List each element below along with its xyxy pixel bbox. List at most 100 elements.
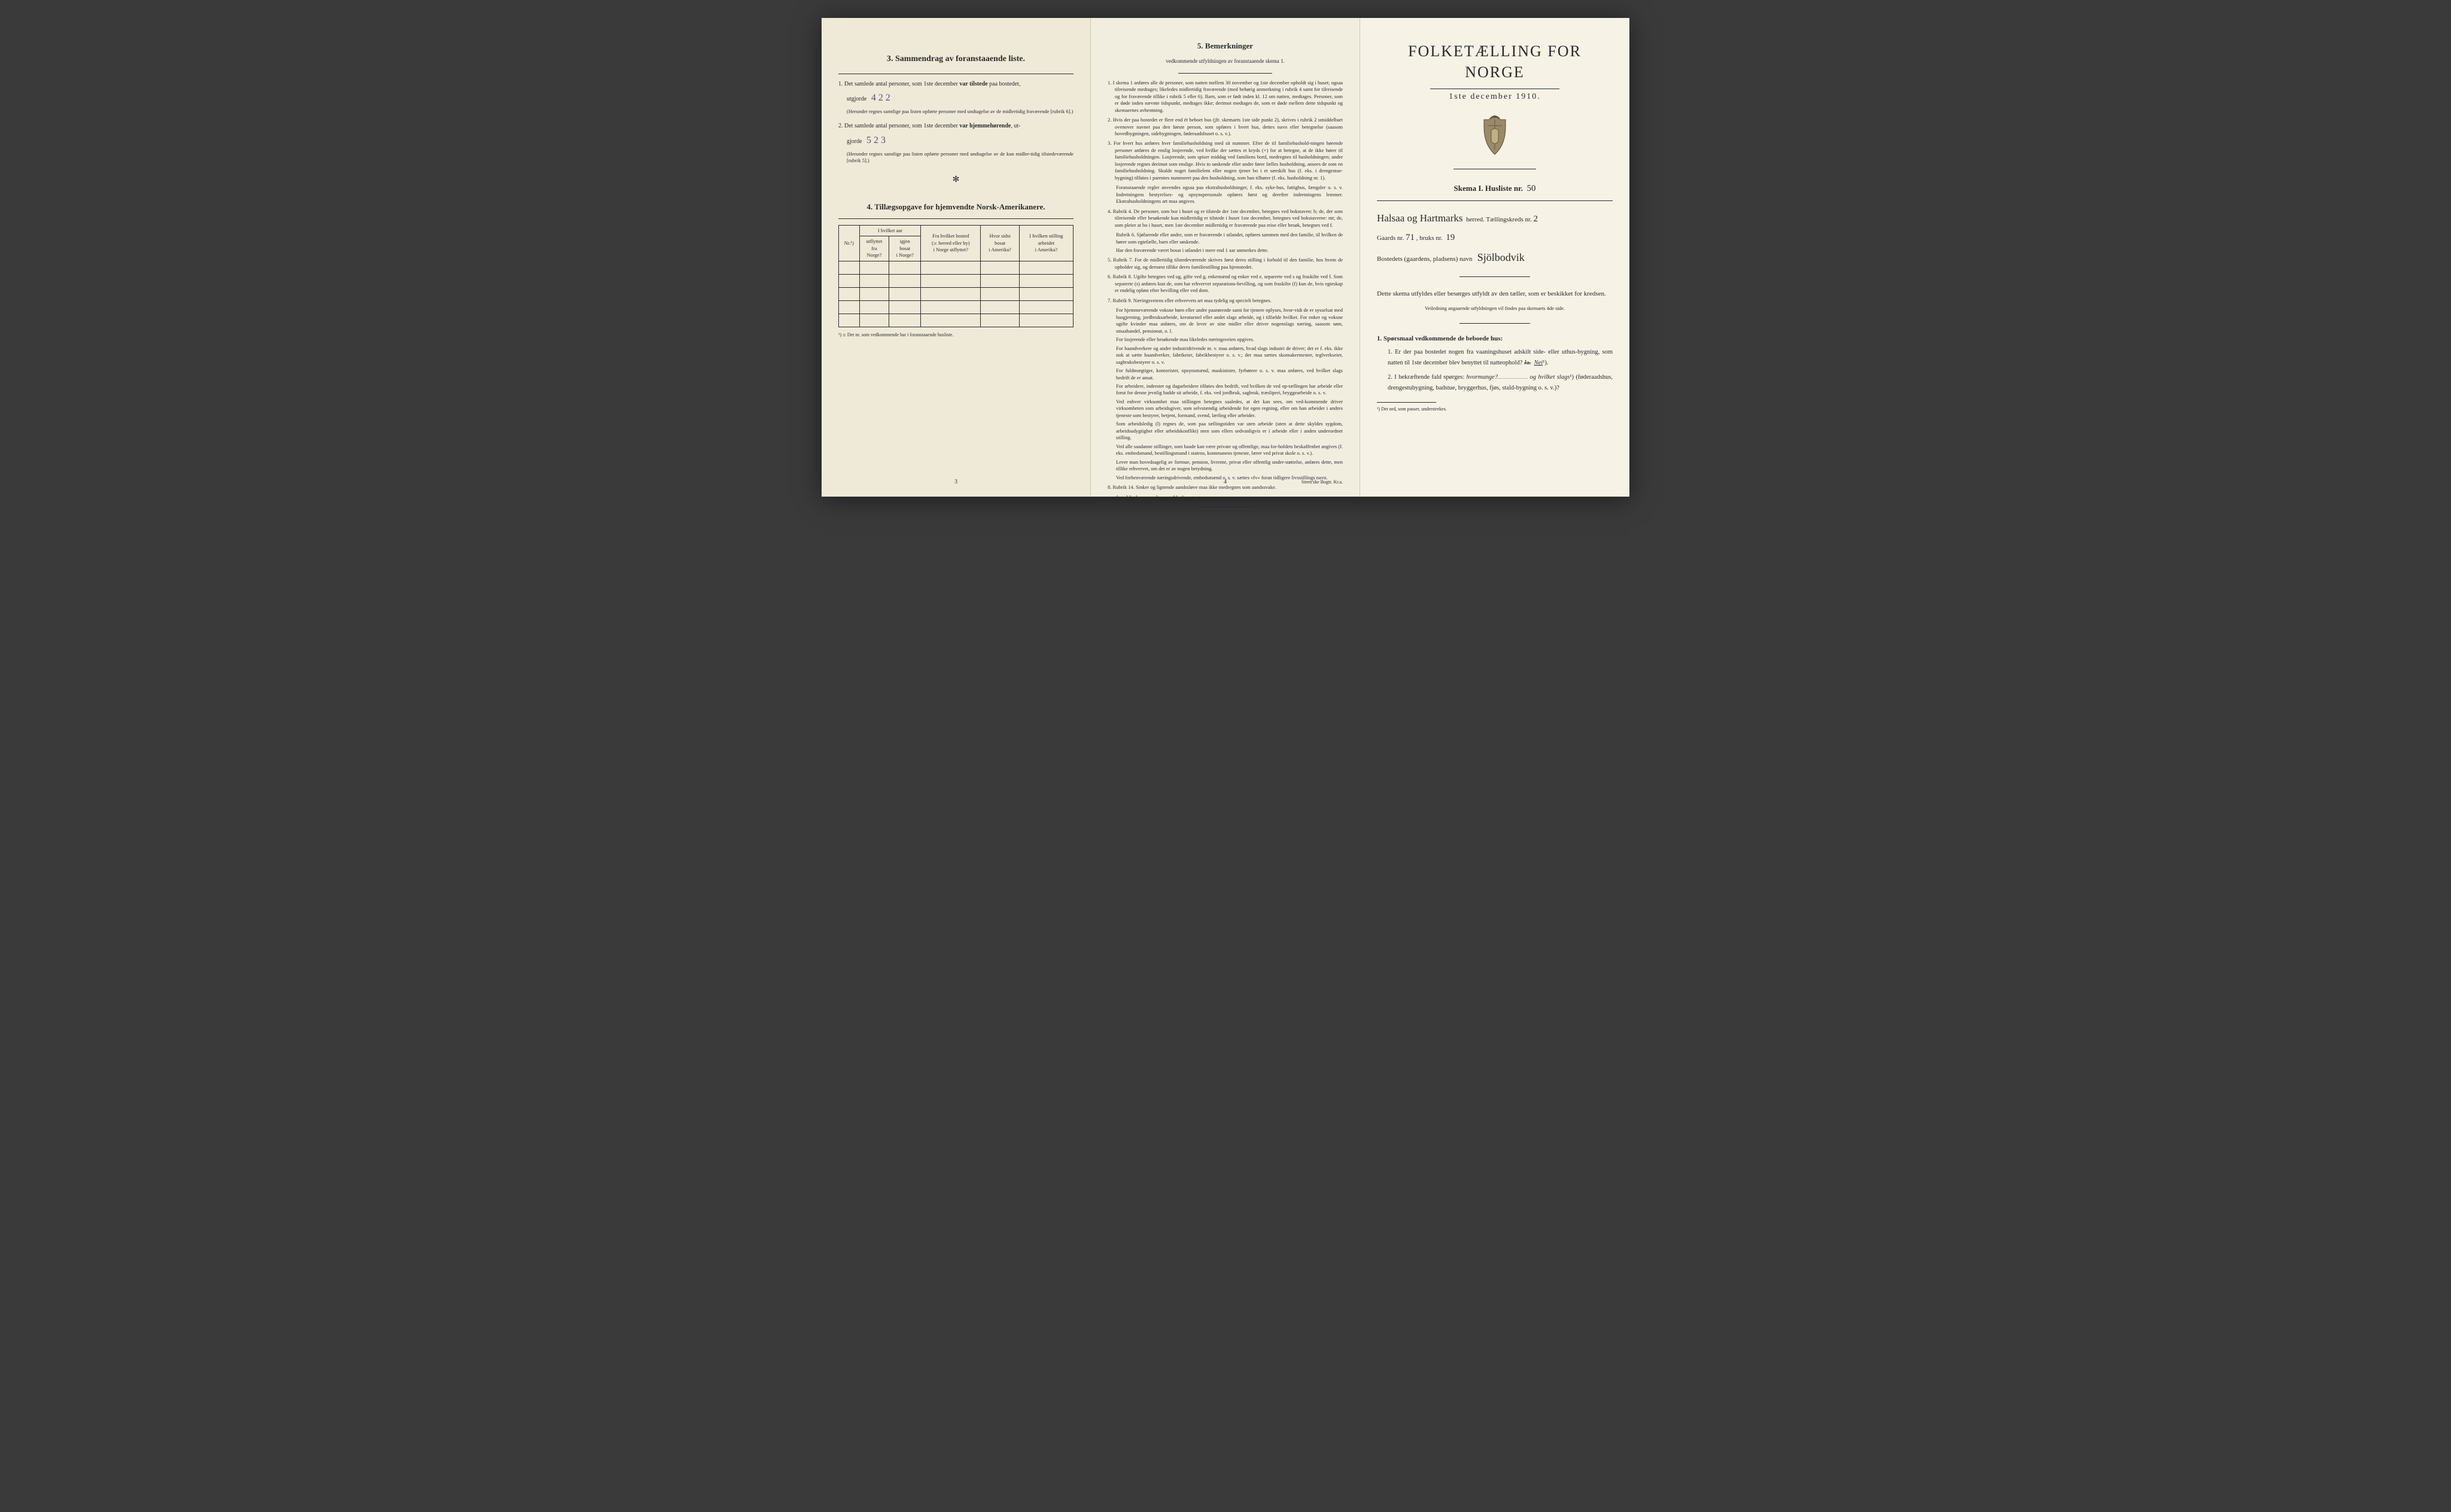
bruks-nr-handwriting: 19: [1446, 232, 1455, 244]
q2-c: og: [1528, 374, 1538, 381]
item1-text-b: var tilstede: [959, 81, 987, 87]
coat-of-arms-icon: [1477, 115, 1513, 157]
h2b1: utflyttet: [866, 238, 882, 244]
item1-text-c: paa bostedet,: [988, 81, 1021, 87]
item2-note: (Herunder regnes samtlige paa listen opf…: [847, 151, 1074, 165]
q2-b: hvormange?: [1467, 374, 1498, 381]
page-number: 3: [954, 478, 957, 486]
item2-text-b: var hjemmehørende: [959, 123, 1011, 129]
skema-label: Skema I. Husliste nr.: [1454, 184, 1523, 193]
q2-blank: [1498, 372, 1528, 379]
item1-text-a: 1. Det samlede antal personer, som 1ste …: [838, 81, 959, 87]
item2-line2: gjorde 5 2 3: [847, 134, 1074, 147]
document-spread: 3. Sammendrag av foranstaaende liste. 1.…: [822, 18, 1629, 497]
col-year-back: igjen bosat i Norge?: [889, 236, 921, 261]
q1-nei: Nei: [1534, 360, 1543, 366]
page-3: 3. Sammendrag av foranstaaende liste. 1.…: [822, 18, 1091, 497]
section-4-title: 4. Tillægsopgave for hjemvendte Norsk-Am…: [838, 202, 1074, 212]
question-heading: 1. Spørsmaal vedkommende de beboede hus:: [1377, 334, 1613, 343]
item2-text-a: 2. Det samlede antal personer, som 1ste …: [838, 123, 959, 129]
h3-3: i Norge utflyttet?: [933, 247, 968, 252]
remark-4: 4. Rubrik 4. De personer, som bor i huse…: [1115, 208, 1343, 229]
h3-2: (ɔ: herred eller by): [932, 240, 969, 246]
rule-3: [1178, 73, 1272, 74]
section-5-title: 5. Bemerkninger: [1108, 41, 1343, 51]
table-row: [839, 261, 1074, 274]
printer-credit: Steen'ske Bogtr. Kr.a.: [1301, 479, 1343, 486]
col-year: I hvilket aar: [859, 225, 921, 236]
item-2: 2. Det samlede antal personer, som 1ste …: [838, 122, 1074, 130]
table-row: [839, 314, 1074, 327]
table-head: Nr.¹) I hvilket aar Fra hvilket bosted (…: [839, 225, 1074, 261]
section-3-title: 3. Sammendrag av foranstaaende liste.: [838, 54, 1074, 65]
remark-5: 5. Rubrik 7. For de midlertidig tilstede…: [1115, 257, 1343, 270]
skema-line: Skema I. Husliste nr. 50: [1377, 182, 1613, 194]
bosted-handwriting: Sjölbodvik: [1477, 250, 1525, 264]
col-from: Fra hvilket bosted (ɔ: herred eller by) …: [921, 225, 981, 261]
question-1: 1. Er der paa bostedet nogen fra vaaning…: [1388, 347, 1613, 369]
herred-label: herred. Tællingskreds nr.: [1466, 216, 1532, 223]
table-footnote: ¹) ɔ: Det nr. som vedkommende har i fora…: [838, 332, 1074, 339]
remark-3: 3. For hvert hus anføres hver familiehus…: [1115, 140, 1343, 181]
col-nr: Nr.¹): [839, 225, 860, 261]
h2b2: fra: [871, 245, 877, 251]
remark-7e: For fuldmægtiger, kontorister, opsynsmæn…: [1116, 367, 1343, 381]
h3-1: Fra hvilket bosted: [932, 233, 969, 239]
remark-7d: For haandverkere og andre industridriven…: [1116, 345, 1343, 366]
remark-7c: For losjerende eller besøkende maa likel…: [1116, 336, 1343, 343]
item2-note-text: (Herunder regnes samtlige paa listen opf…: [847, 151, 1074, 163]
remark-4c: Har den fraværende været bosat i utlande…: [1116, 247, 1343, 254]
item1-note: (Herunder regnes samtlige paa listen opf…: [847, 108, 1074, 115]
h4-2: bosat: [995, 240, 1005, 246]
remark-7: 7. Rubrik 9. Næringsveiens eller erhverv…: [1115, 297, 1343, 304]
question-2: 2. I bekræftende fald spørges: hvormange…: [1388, 372, 1613, 394]
remark-7j: Lever man hovedsagelig av formue, pensio…: [1116, 459, 1343, 473]
main-title: FOLKETÆLLING FOR NORGE: [1377, 41, 1613, 83]
col-year-out: utflyttet fra Norge?: [859, 236, 889, 261]
q1-sup: ¹).: [1543, 360, 1548, 366]
rule-7: [1459, 323, 1530, 324]
gaards-nr-handwriting: 71: [1406, 232, 1415, 244]
h2c3: i Norge?: [896, 252, 914, 258]
table-row: [839, 287, 1074, 300]
gaards-label: Gaards nr.: [1377, 235, 1404, 242]
item1-handwriting: 4 2 2: [871, 92, 890, 105]
table-body: [839, 261, 1074, 327]
remark-7b: For hjemmeværende voksne børn eller andr…: [1116, 307, 1343, 334]
remark-7g: Ved enhver virksomhet maa stillingen bet…: [1116, 398, 1343, 419]
emigrant-table: Nr.¹) I hvilket aar Fra hvilket bosted (…: [838, 225, 1074, 327]
remark-3b: Foranstaaende regler anvendes ogsaa paa …: [1116, 184, 1343, 205]
bosted-label: Bostedets (gaardens, pladsens) navn: [1377, 255, 1472, 263]
item2-handwriting: 5 2 3: [866, 134, 886, 147]
bruks-label: , bruks nr.: [1416, 235, 1443, 242]
right-footnote: ¹) Det ord, som passer, understrekes.: [1377, 406, 1613, 413]
item1-utgjorde: utgjorde: [847, 96, 866, 102]
h5-1: I hvilken stilling: [1029, 233, 1063, 239]
col-occupation: I hvilken stilling arbeidet i Amerika?: [1019, 225, 1073, 261]
page-number: 4: [1224, 478, 1227, 486]
q-head-text: 1. Spørsmaal vedkommende de beboede hus:: [1377, 335, 1503, 342]
page-4: 5. Bemerkninger vedkommende utfyldningen…: [1091, 18, 1360, 497]
h2b3: Norge?: [866, 252, 881, 258]
rule-5: [1377, 200, 1613, 201]
h4-3: i Amerika?: [989, 247, 1011, 252]
remark-7h: Som arbeidsledig (l) regnes de, som paa …: [1116, 421, 1343, 441]
item2-gjorde: gjorde: [847, 138, 862, 145]
remark-8b: Som blinde regnes de, som ikke har gangs…: [1116, 494, 1343, 501]
table-row: [839, 300, 1074, 314]
q2-a: 2. I bekræftende fald spørges:: [1388, 374, 1467, 381]
q1-ja: Ja.: [1524, 360, 1531, 366]
rule-6: [1459, 276, 1530, 277]
asterisk-divider: ✻: [838, 175, 1074, 186]
remark-1: 1. I skema 1 anføres alle de personer, s…: [1115, 80, 1343, 114]
col-where: Hvor sidst bosat i Amerika?: [981, 225, 1019, 261]
rule-8: [1377, 402, 1436, 403]
q1-text: 1. Er der paa bostedet nogen fra vaaning…: [1388, 349, 1613, 366]
herred-line: Halsaa og Hartmarks herred. Tællingskred…: [1377, 212, 1613, 226]
h2c1: igjen: [900, 238, 910, 244]
remark-4b: Rubrik 6. Sjøfarende eller andre, som er…: [1116, 232, 1343, 245]
guide-text: Veiledning angaaende utfyldningen vil fi…: [1377, 305, 1613, 312]
h5-3: i Amerika?: [1035, 247, 1058, 252]
item2-text-c: , ut-: [1011, 123, 1020, 129]
item1-line2: utgjorde 4 2 2: [847, 92, 1074, 105]
